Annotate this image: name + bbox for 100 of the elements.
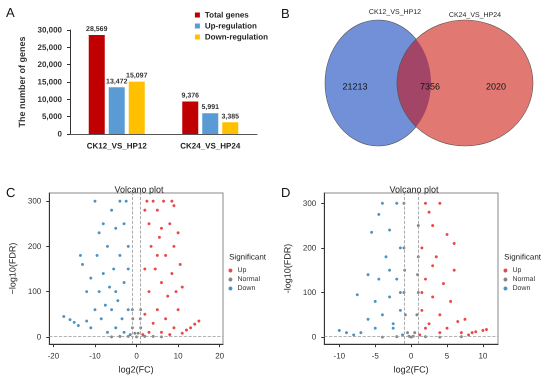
bar: [182, 101, 198, 134]
point: [148, 222, 151, 226]
point: [197, 320, 200, 323]
point: [449, 300, 452, 303]
point: [89, 326, 92, 330]
point: [168, 222, 172, 226]
point: [126, 268, 130, 270]
point: [143, 208, 146, 212]
point: [178, 262, 182, 266]
point: [176, 308, 180, 312]
point: [415, 313, 418, 316]
point: [395, 278, 398, 281]
point: [438, 331, 442, 334]
point: [374, 300, 377, 303]
point: [401, 333, 404, 336]
point: [148, 330, 151, 334]
point: [172, 326, 176, 330]
point: [110, 308, 114, 312]
point: [424, 326, 427, 330]
point: [96, 254, 99, 257]
point: [164, 254, 168, 257]
point: [374, 326, 377, 330]
point: [377, 278, 380, 281]
point: [463, 318, 466, 321]
point: [467, 333, 470, 336]
point: [172, 244, 176, 248]
point: [398, 291, 402, 294]
point: [338, 328, 341, 332]
point: [170, 200, 174, 203]
y-tick-label: 0: [36, 332, 42, 342]
point: [152, 200, 155, 203]
y-tick-label: 300: [28, 196, 42, 206]
point: [160, 330, 163, 334]
x-tick-label: -5: [372, 352, 380, 361]
point: [180, 332, 184, 335]
point: [122, 222, 126, 226]
point: [116, 299, 120, 302]
legend-label: Total genes: [204, 10, 250, 20]
point: [72, 320, 76, 324]
point: [377, 212, 380, 216]
x-tick-label: 10: [174, 352, 184, 361]
x-tick-label: 0: [408, 352, 414, 361]
point: [76, 324, 80, 328]
x-tick-label: -10: [334, 352, 346, 361]
x-tick-label: 10: [478, 352, 488, 361]
y-tick-label: 10,000: [38, 94, 63, 104]
point: [156, 308, 159, 312]
point: [122, 330, 126, 334]
y-tick-label: 25,000: [38, 42, 63, 52]
y-tick-label: 0: [58, 130, 63, 138]
point: [366, 318, 370, 321]
point: [481, 328, 484, 332]
point: [474, 330, 478, 334]
point: [89, 276, 92, 280]
x-tick-label: -10: [89, 352, 102, 361]
point: [102, 272, 105, 276]
x-tick-label: 5: [444, 352, 450, 361]
point: [98, 290, 101, 294]
point: [62, 315, 66, 318]
point: [81, 262, 84, 266]
point: [118, 200, 122, 203]
point: [85, 290, 88, 294]
point: [93, 200, 96, 203]
point: [456, 320, 460, 324]
legend-title: Significant: [504, 252, 542, 262]
point: [152, 322, 155, 325]
y-axis-title: The number of genes: [17, 36, 28, 128]
x-tick-label: 20: [215, 352, 225, 361]
legend-label: Down-regulation: [204, 32, 268, 42]
bar: [128, 82, 145, 134]
point: [193, 322, 196, 326]
text: B: [281, 6, 290, 21]
point: [446, 233, 449, 236]
point: [428, 322, 431, 326]
point: [170, 272, 174, 276]
point: [345, 331, 348, 334]
point: [85, 320, 88, 323]
point: [406, 331, 410, 334]
bar: [202, 113, 218, 134]
point: [114, 326, 118, 330]
point: [438, 313, 442, 316]
legend-title: Significant: [229, 252, 267, 262]
point: [100, 317, 103, 320]
y-tick-label: 30,000: [38, 26, 63, 34]
point: [106, 244, 109, 248]
x-tick-label: 0: [134, 352, 140, 361]
point: [384, 255, 388, 258]
x-axis-title: log2(FC): [394, 364, 429, 374]
point: [156, 254, 159, 257]
point: [124, 200, 128, 203]
point: [431, 295, 434, 298]
text: D: [281, 185, 290, 200]
point: [114, 290, 118, 294]
chart-title: Volcano plot: [114, 184, 164, 194]
point: [485, 328, 488, 332]
point: [424, 202, 427, 205]
point: [431, 224, 434, 228]
text: A: [6, 5, 15, 20]
point: [166, 294, 170, 298]
y-tick-label: 5,000: [42, 112, 63, 122]
